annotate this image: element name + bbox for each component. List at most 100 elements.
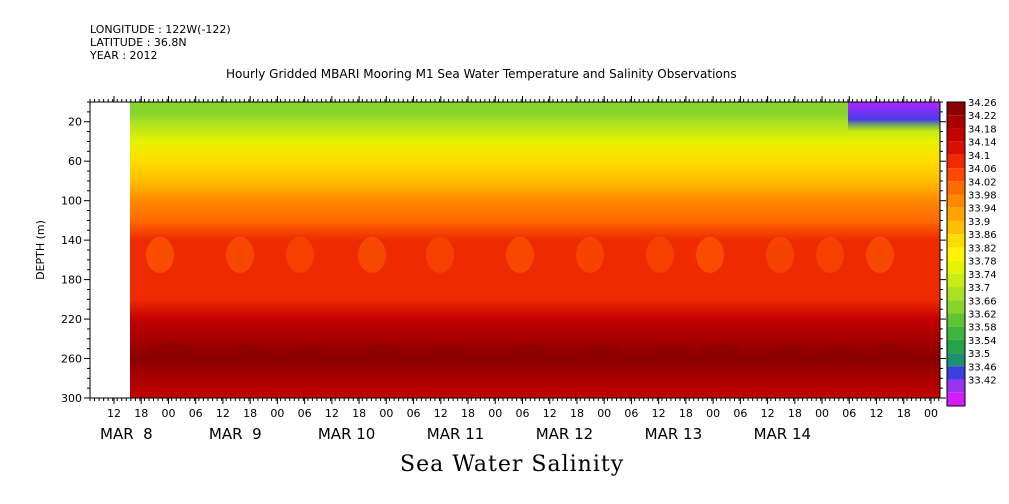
x-hour-label: 18 [352, 407, 366, 420]
deep-core-streak [768, 342, 812, 359]
mid-depth-streak [226, 236, 254, 273]
x-hour-label: 00 [379, 407, 393, 420]
colorbar-swatch [947, 247, 965, 261]
colorbar-label: 33.5 [968, 349, 990, 360]
x-day-label: MAR 13 [645, 425, 702, 443]
colorbar-swatch [947, 128, 965, 142]
x-hour-label: 06 [624, 407, 638, 420]
deep-core-streak [228, 342, 272, 359]
x-hour-label: 00 [270, 407, 284, 420]
mid-depth-streak [358, 236, 386, 273]
x-day-label: MAR 11 [427, 425, 484, 443]
colorbar-swatch [947, 313, 965, 327]
plot-area [89, 101, 941, 399]
deep-core-streak [698, 342, 742, 359]
x-hour-label: 12 [216, 407, 230, 420]
colorbar-swatch [947, 207, 965, 221]
x-day-label: MAR 8 [100, 425, 153, 443]
colorbar-label: 33.82 [968, 243, 997, 254]
deep-core-streak [868, 342, 912, 359]
colorbar-swatch [947, 194, 965, 208]
colorbar-swatch [947, 220, 965, 235]
x-hour-label: 06 [516, 407, 530, 420]
colorbar-swatch [947, 326, 965, 340]
colorbar-swatch [947, 287, 965, 301]
deep-core-streak [428, 342, 472, 359]
colorbar-swatch [947, 300, 965, 314]
salinity-field [130, 102, 940, 398]
mid-depth-streak [426, 236, 454, 273]
y-tick-label: 140 [61, 234, 82, 247]
mid-depth-streak [696, 236, 724, 273]
x-hour-label: 12 [434, 407, 448, 420]
x-hour-label: 06 [842, 407, 856, 420]
x-hour-label: 12 [870, 407, 884, 420]
x-hour-label: 00 [706, 407, 720, 420]
colorbar-swatch [947, 168, 965, 182]
x-hour-label: 12 [325, 407, 339, 420]
y-tick-label: 100 [61, 195, 82, 208]
x-hour-label: 06 [189, 407, 203, 420]
colorbar-label: 33.46 [968, 362, 997, 373]
y-tick-label: 60 [68, 155, 82, 168]
no-data-region [90, 102, 130, 398]
colorbar-label: 33.86 [968, 230, 997, 241]
x-day-label: MAR 14 [754, 425, 811, 443]
longitude-label: LONGITUDE : 122W(-122) [90, 23, 231, 36]
x-hour-label: 00 [488, 407, 502, 420]
colorbar: 34.26 34.22 34.18 34.14 34.1 34.06 34.02 33.98 3… [946, 98, 997, 407]
mid-depth-streak [766, 236, 794, 273]
colorbar-label: 33.7 [968, 283, 990, 294]
x-hour-label: 00 [597, 407, 611, 420]
y-axis-label: DEPTH (m) [34, 220, 47, 280]
colorbar-label: 33.54 [968, 336, 997, 347]
colorbar-swatch [947, 234, 965, 248]
deep-core-streak [648, 342, 692, 359]
colorbar-label: 33.94 [968, 204, 997, 215]
y-tick-label: 20 [68, 116, 82, 129]
x-axis-title: Sea Water Salinity [400, 452, 625, 477]
colorbar-swatch [947, 353, 965, 367]
colorbar-swatch [947, 392, 965, 406]
x-hour-label: 12 [761, 407, 775, 420]
x-hour-label: 06 [733, 407, 747, 420]
low-salinity-pocket [848, 102, 940, 132]
x-hour-label: 18 [897, 407, 911, 420]
x-hour-label: 18 [134, 407, 148, 420]
deep-core-streak [508, 342, 552, 359]
deep-core-streak [818, 342, 862, 359]
colorbar-border [946, 101, 966, 407]
mid-depth-streak [816, 236, 844, 273]
x-day-label: MAR 10 [318, 425, 375, 443]
colorbar-label: 34.18 [968, 124, 997, 135]
colorbar-swatch [947, 366, 965, 380]
chart-title: Hourly Gridded MBARI Mooring M1 Sea Wate… [226, 67, 737, 81]
mid-depth-streak [866, 236, 894, 273]
year-label: YEAR : 2012 [90, 49, 158, 62]
colorbar-label: 34.1 [968, 151, 990, 162]
x-hour-label: 18 [243, 407, 257, 420]
colorbar-swatch [947, 260, 965, 274]
deep-core-streak [360, 342, 404, 359]
colorbar-label: 34.14 [968, 138, 997, 149]
colorbar-swatch [947, 181, 965, 195]
mid-depth-streak [576, 236, 604, 273]
y-tick-label: 260 [61, 353, 82, 366]
x-hour-label: 00 [161, 407, 175, 420]
x-hour-label: 18 [788, 407, 802, 420]
colorbar-label: 33.62 [968, 309, 997, 320]
latitude-label: LATITUDE : 36.8N [90, 36, 187, 49]
x-hour-label: 18 [679, 407, 693, 420]
x-day-label: MAR 12 [536, 425, 593, 443]
mid-depth-streak [646, 236, 674, 273]
colorbar-swatch [947, 154, 965, 169]
x-hour-label: 18 [461, 407, 475, 420]
x-hour-label: 06 [298, 407, 312, 420]
deep-core-streak [288, 342, 332, 359]
mid-depth-streak [146, 236, 174, 273]
mid-depth-streak [286, 236, 314, 273]
colorbar-label: 33.74 [968, 270, 997, 281]
x-hour-label: 18 [570, 407, 584, 420]
colorbar-label: 33.58 [968, 323, 997, 334]
colorbar-label: 33.98 [968, 191, 997, 202]
